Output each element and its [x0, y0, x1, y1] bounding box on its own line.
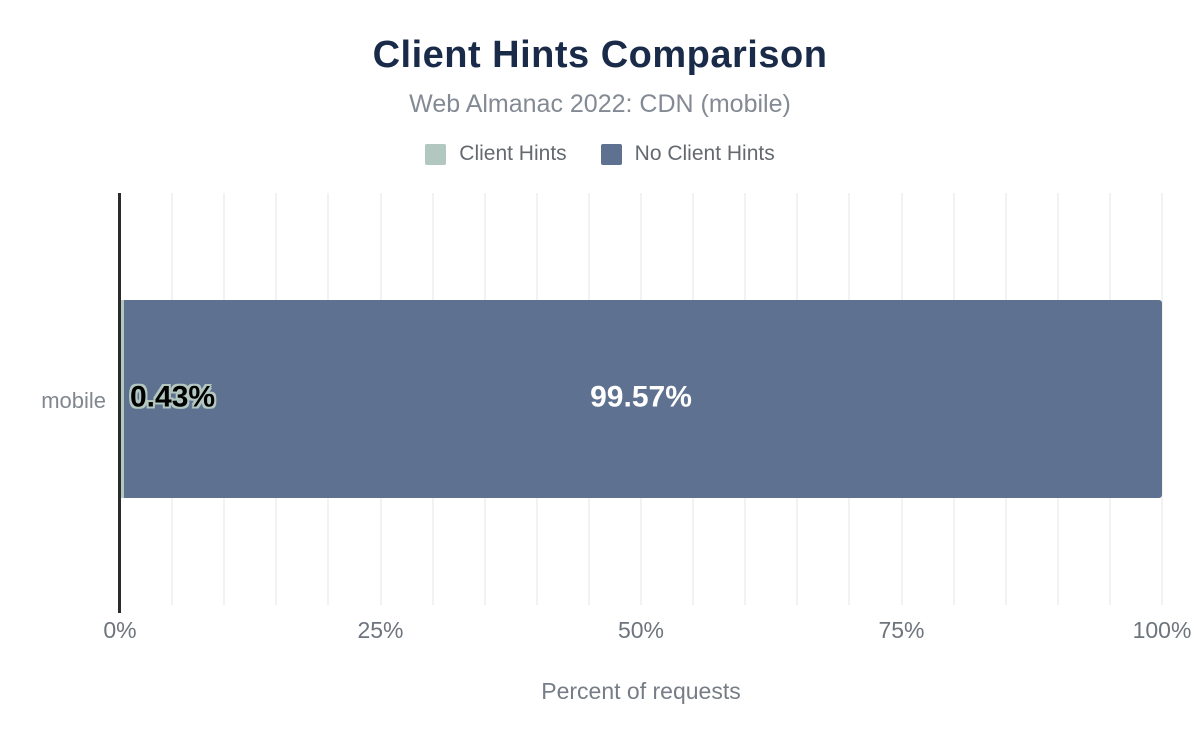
bar-segment-no-client-hints[interactable] — [124, 300, 1162, 498]
bar-row-mobile — [120, 300, 1162, 498]
x-tick-label: 25% — [357, 617, 404, 643]
data-label-client-hints: 0.43% — [130, 380, 216, 414]
x-axis-title: Percent of requests — [541, 678, 741, 704]
legend-label: Client Hints — [459, 142, 567, 165]
x-tick-label: 0% — [103, 617, 137, 643]
plot-area: 0.43% 99.57% — [118, 193, 1163, 613]
chart-legend: Client Hints No Client Hints — [0, 142, 1200, 166]
gridline — [1161, 193, 1163, 605]
x-tick-label: 75% — [878, 617, 925, 643]
legend-label: No Client Hints — [634, 142, 775, 165]
y-axis-line — [118, 193, 121, 613]
x-axis-ticks: 0% 25% 50% 75% 100% — [103, 617, 1191, 647]
x-tick-label: 100% — [1132, 617, 1192, 643]
no-client-hints-swatch-icon — [600, 143, 622, 165]
chart-subtitle: Web Almanac 2022: CDN (mobile) — [409, 90, 791, 118]
bar-segment-client-hints[interactable] — [120, 300, 125, 498]
data-label-no-client-hints: 99.57% — [590, 380, 692, 414]
legend-item-no-client-hints: No Client Hints — [600, 142, 775, 166]
y-category-label-mobile: mobile — [41, 388, 106, 413]
chart-title: Client Hints Comparison — [372, 34, 828, 76]
x-tick-label: 50% — [617, 617, 665, 643]
legend-item-client-hints: Client Hints — [425, 142, 567, 166]
client-hints-swatch-icon — [425, 143, 447, 165]
